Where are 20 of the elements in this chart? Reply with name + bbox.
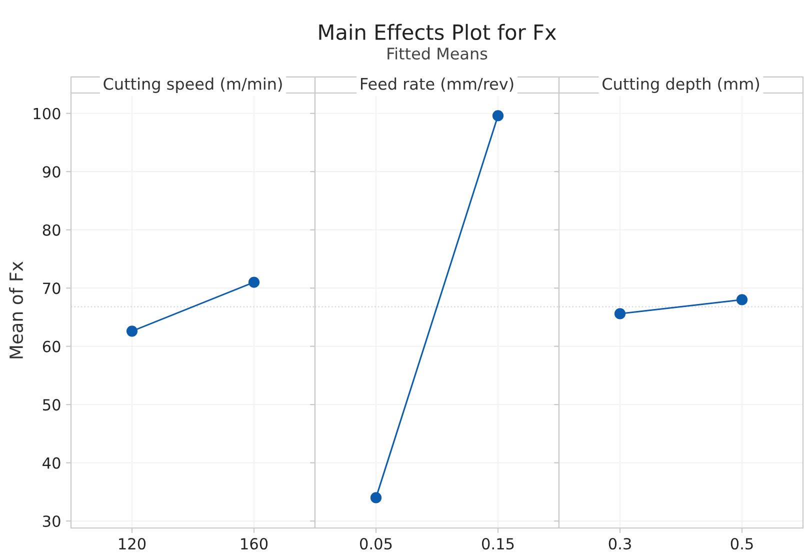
chart-title: Main Effects Plot for Fx [319,24,556,40]
y-tick-label: 80 [42,224,60,236]
x-tick-label: 0.3 [608,538,631,550]
y-axis-title: Mean of Fx [9,262,24,358]
y-tick-label: 30 [43,515,60,528]
y-tick-label: 70 [43,282,60,294]
x-axis-title: Cutting speed (m/min) [104,78,282,93]
x-tick-label: 120 [119,538,146,550]
x-tick-label: 0.15 [482,538,514,550]
y-tick-label: 90 [42,166,60,178]
x-tick-label: 0.05 [360,538,392,550]
x-axis-title: Feed rate (mm/rev) [360,78,514,92]
y-tick-label: 50 [43,399,60,411]
y-tick-label: 40 [42,457,60,469]
x-tick-label: 160 [241,538,268,550]
chart-subtitle: Fitted Means [388,47,488,60]
x-axis-title: Cutting depth (mm) [602,78,759,93]
x-tick-label: 0.5 [730,538,753,550]
y-tick-label: 100 [34,108,60,120]
y-tick-label: 60 [42,340,60,352]
